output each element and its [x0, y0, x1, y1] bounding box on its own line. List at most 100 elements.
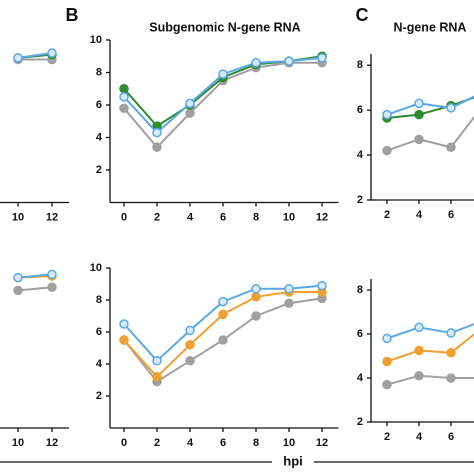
data-point — [47, 282, 57, 292]
y-tick-label: 8 — [357, 284, 363, 296]
chart-title: N-gene RNA — [394, 20, 467, 34]
data-point — [414, 98, 424, 109]
data-point — [13, 272, 23, 283]
panel-label: B — [66, 5, 79, 25]
series-line — [386, 374, 474, 386]
data-point — [185, 340, 195, 350]
data-point — [152, 372, 162, 382]
y-tick-label: 6 — [96, 326, 102, 338]
x-tick-label: 10 — [12, 437, 24, 449]
data-point — [414, 345, 424, 356]
x-tick-label: 2 — [384, 209, 390, 221]
panel-label: C — [356, 5, 369, 25]
y-tick-label: 6 — [357, 328, 363, 340]
y-tick-label: 8 — [357, 59, 363, 71]
data-point — [218, 69, 228, 79]
x-tick-label: 8 — [253, 437, 259, 449]
data-point — [414, 134, 424, 145]
data-point — [414, 371, 424, 381]
data-point — [382, 145, 392, 156]
x-tick-label: 6 — [220, 437, 226, 449]
x-tick-label: 12 — [316, 437, 328, 449]
series-line — [386, 115, 474, 152]
x-tick-label: 12 — [316, 211, 328, 223]
series-line — [17, 286, 53, 292]
x-tick-label: 6 — [448, 209, 454, 221]
data-point — [382, 109, 392, 120]
data-point — [251, 58, 261, 68]
x-tick-label: 8 — [253, 211, 259, 223]
series-line — [386, 333, 474, 363]
data-point — [382, 333, 392, 344]
y-tick-label: 6 — [96, 99, 102, 111]
y-tick-label: 2 — [96, 164, 102, 176]
data-point — [119, 335, 129, 345]
data-point — [446, 142, 456, 152]
data-point — [446, 347, 456, 358]
data-point — [119, 84, 129, 94]
data-point — [317, 280, 327, 291]
data-point — [13, 285, 23, 296]
series-line — [17, 273, 53, 279]
data-point — [185, 98, 195, 109]
x-tick-label: 0 — [121, 211, 127, 223]
x-axis-label: hpi — [283, 453, 303, 468]
x-tick-label: 4 — [416, 431, 423, 443]
data-point — [185, 356, 195, 366]
data-point — [446, 373, 456, 383]
data-point — [47, 269, 57, 280]
x-tick-label: 4 — [187, 211, 194, 223]
x-tick-label: 2 — [154, 211, 160, 223]
x-tick-label: 6 — [220, 211, 226, 223]
y-tick-label: 10 — [90, 34, 102, 46]
data-point — [13, 53, 23, 63]
y-tick-label: 10 — [90, 262, 102, 274]
data-point — [152, 142, 162, 152]
x-tick-label: 10 — [283, 437, 295, 449]
data-point — [185, 325, 195, 336]
y-tick-label: 4 — [96, 358, 103, 370]
data-point — [414, 322, 424, 333]
data-point — [218, 335, 228, 345]
data-point — [382, 379, 392, 390]
data-point — [414, 109, 424, 120]
y-tick-label: 4 — [357, 149, 364, 161]
data-point — [251, 284, 261, 294]
data-point — [47, 48, 57, 58]
series-line — [386, 96, 474, 120]
series-line — [123, 55, 323, 128]
y-tick-label: 4 — [357, 372, 364, 384]
data-point — [382, 356, 392, 367]
data-point — [218, 296, 228, 307]
data-point — [284, 56, 294, 66]
data-point — [446, 328, 456, 338]
series-line — [386, 323, 474, 340]
data-point — [317, 53, 327, 63]
data-point — [152, 127, 162, 138]
y-tick-label: 2 — [357, 194, 363, 206]
data-point — [119, 92, 129, 102]
x-tick-label: 10 — [283, 211, 295, 223]
series-line — [17, 52, 53, 59]
chart-title: Subgenomic N-gene RNA — [149, 20, 300, 34]
y-tick-label: 2 — [357, 416, 363, 428]
y-tick-label: 8 — [96, 294, 102, 306]
x-tick-label: 10 — [12, 211, 24, 223]
y-tick-label: 6 — [357, 104, 363, 116]
y-tick-label: 2 — [96, 390, 102, 402]
y-tick-label: 8 — [96, 66, 102, 78]
data-point — [251, 292, 261, 302]
data-point — [119, 103, 129, 113]
data-point — [119, 319, 129, 329]
data-point — [185, 108, 195, 118]
series-line — [386, 95, 474, 116]
x-tick-label: 4 — [187, 437, 194, 449]
x-tick-label: 2 — [154, 437, 160, 449]
data-point — [218, 309, 228, 320]
x-tick-label: 12 — [46, 211, 58, 223]
data-point — [152, 356, 162, 366]
data-point — [251, 311, 261, 321]
x-tick-label: 0 — [121, 437, 127, 449]
data-point — [446, 103, 456, 113]
